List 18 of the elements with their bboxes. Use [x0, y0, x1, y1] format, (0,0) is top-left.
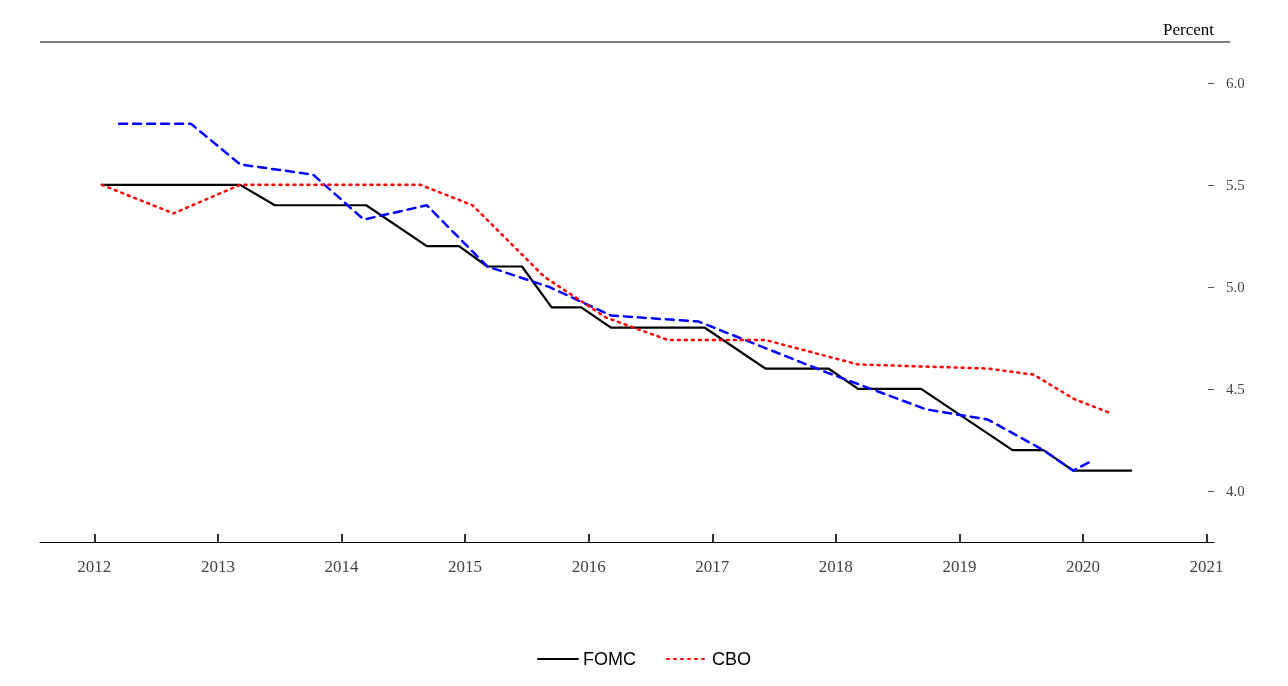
x-tick-label: 2020	[1066, 557, 1101, 576]
y-tick-label: 4.5	[1226, 380, 1245, 397]
y-tick-label: 5.0	[1226, 278, 1245, 295]
y-tick-label: 4.0	[1226, 482, 1245, 499]
legend-label: CBO	[711, 649, 752, 669]
x-tick-label: 2019	[942, 557, 977, 576]
x-tick-label: 2018	[818, 557, 853, 576]
y-axis-title: Percent	[1163, 20, 1215, 39]
x-tick-label: 2015	[448, 557, 483, 576]
legend-label: FOMC	[583, 649, 636, 669]
x-tick-label: 2012	[77, 557, 112, 576]
y-tick-label: 6.0	[1226, 74, 1245, 91]
x-tick-label: 2021	[1189, 557, 1224, 576]
x-tick-label: 2017	[695, 557, 730, 576]
x-tick-label: 2013	[200, 557, 235, 576]
x-tick-label: 2016	[571, 557, 606, 576]
x-tick-label: 2014	[324, 557, 360, 576]
y-tick-label: 5.5	[1226, 176, 1245, 193]
